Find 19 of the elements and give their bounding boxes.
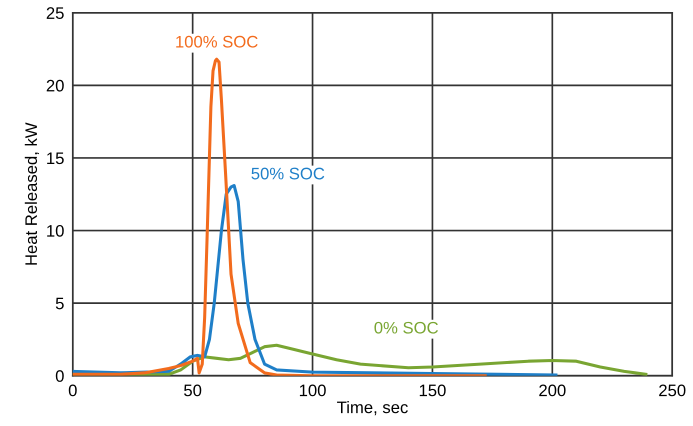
x-tick-label: 50: [184, 384, 202, 396]
series-label: 100% SOC: [176, 36, 258, 48]
line-series: [72, 184, 558, 376]
x-tick-label: 200: [539, 384, 566, 396]
y-tick-label: 10: [47, 224, 64, 237]
x-axis-title: Time, sec: [337, 400, 408, 416]
y-tick-label: 5: [56, 298, 64, 310]
y-tick-label: 15: [47, 152, 64, 164]
line-series: [72, 58, 487, 376]
x-tick-label: 100: [300, 384, 326, 396]
y-axis-title: Heat Released, kW: [24, 122, 40, 265]
series-label: 50% SOC: [251, 168, 324, 180]
series-label: 0% SOC: [374, 322, 438, 334]
y-tick-label: 25: [46, 7, 64, 19]
x-tick-label: 0: [68, 384, 77, 396]
x-tick-label: 150: [420, 384, 446, 396]
y-tick-label: 0: [56, 370, 64, 382]
y-tick-label: 20: [46, 80, 64, 92]
x-tick-label: 250: [659, 384, 686, 396]
